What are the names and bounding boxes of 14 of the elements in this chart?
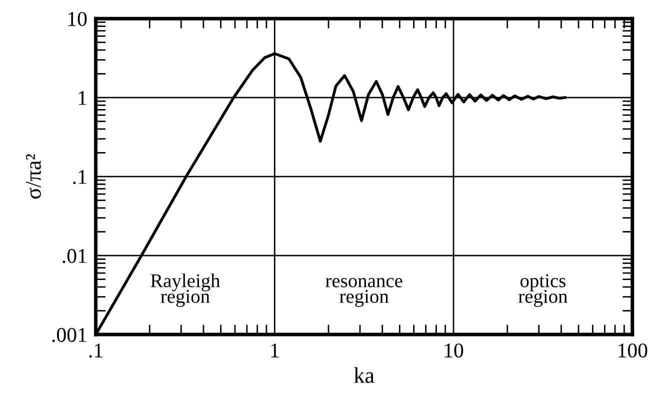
x-axis-title: ka [354, 367, 374, 383]
y-tick-label: .1 [73, 170, 86, 184]
x-tick-label: .1 [89, 344, 102, 358]
x-tick-label: 10 [444, 343, 464, 358]
y-tick-label: 1 [78, 91, 86, 105]
annotation: resonance region [326, 278, 402, 307]
annotation: Rayleigh region [150, 274, 220, 307]
y-tick-label: .01 [62, 248, 86, 264]
y-axis-title: σ/πa² [26, 154, 41, 199]
x-tick-label: 1 [271, 344, 279, 358]
y-tick-label: .001 [52, 328, 86, 342]
x-tick-label: 100 [618, 343, 648, 358]
annotation: optics region [518, 274, 568, 307]
y-tick-label: 10 [68, 12, 87, 26]
